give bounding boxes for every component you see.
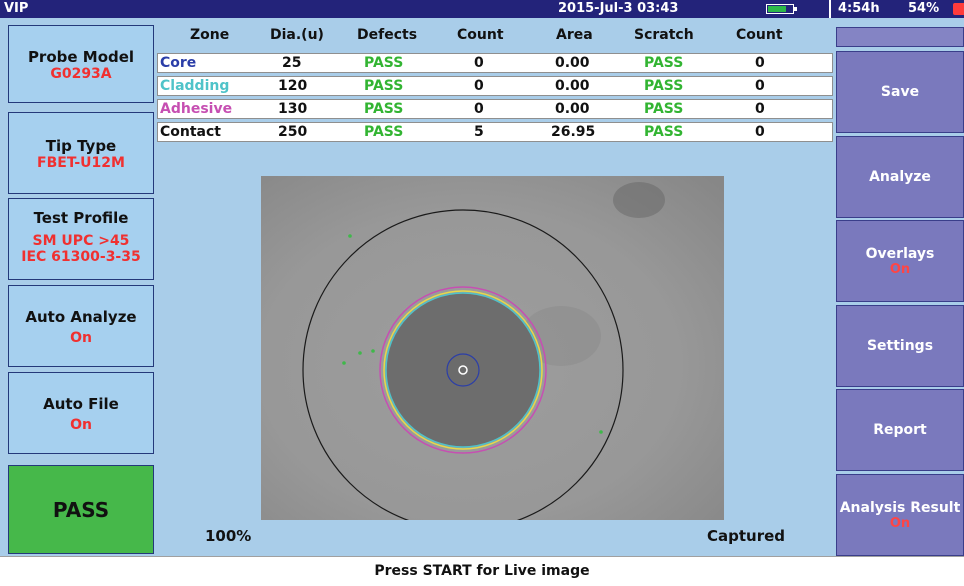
table-row: Contact 250 PASS 5 26.95 PASS 0: [157, 122, 833, 142]
defect-point: [371, 349, 375, 353]
cell-dia: 250: [278, 124, 308, 140]
probe-model-label: Probe Model: [27, 48, 135, 66]
probe-model-value: G0293A: [50, 66, 112, 82]
save-button[interactable]: Save: [836, 51, 964, 133]
defect-point: [599, 430, 603, 434]
tip-type-value: FBET-U12M: [37, 155, 125, 171]
cell-scratch: PASS: [644, 55, 684, 71]
analyze-button[interactable]: Analyze: [836, 136, 964, 218]
auto-file-button[interactable]: Auto File On: [8, 372, 154, 454]
auto-analyze-button[interactable]: Auto Analyze On: [8, 285, 154, 367]
title-bar: VIP 2015-Jul-3 03:43 4:54h 54%: [0, 0, 964, 18]
report-button[interactable]: Report: [836, 389, 964, 471]
test-profile-button[interactable]: Test Profile SM UPC >45 IEC 61300-3-35: [8, 198, 154, 280]
auto-analyze-label: Auto Analyze: [25, 308, 137, 326]
cell-count: 5: [474, 124, 484, 140]
cell-scratch-count: 0: [755, 101, 765, 117]
cell-dia: 120: [278, 78, 308, 94]
battery-icon: [766, 4, 794, 14]
table-row: Adhesive 130 PASS 0 0.00 PASS 0: [157, 99, 833, 119]
cell-dia: 130: [278, 101, 308, 117]
header-count: Count: [457, 27, 504, 43]
auto-file-label: Auto File: [43, 395, 119, 413]
cell-count: 0: [474, 101, 484, 117]
cladding-outline-ring: [383, 290, 543, 450]
battery-percent: 54%: [908, 1, 940, 16]
cell-scratch: PASS: [644, 101, 684, 117]
settings-label: Settings: [866, 338, 934, 354]
save-label: Save: [880, 84, 920, 100]
datetime: 2015-Jul-3 03:43: [558, 1, 679, 16]
header-dia: Dia.(u): [270, 27, 324, 43]
test-profile-label: Test Profile: [33, 209, 129, 227]
cell-area: 0.00: [555, 78, 590, 94]
adhesive-zone-ring: [379, 286, 547, 454]
zone-cladding: Cladding: [160, 78, 230, 94]
zone-contact: Contact: [160, 124, 221, 140]
cell-area: 26.95: [551, 124, 596, 140]
test-profile-value-2: IEC 61300-3-35: [21, 249, 141, 265]
zone-adhesive: Adhesive: [160, 101, 233, 117]
report-label: Report: [873, 422, 927, 438]
battery-tip-icon: [794, 7, 797, 11]
overlays-value: On: [889, 261, 911, 277]
header-area: Area: [556, 27, 593, 43]
cell-count: 0: [474, 78, 484, 94]
auto-file-value: On: [70, 417, 92, 433]
main-area: Probe Model G0293A Tip Type FBET-U12M Te…: [0, 18, 964, 556]
cell-scratch-count: 0: [755, 78, 765, 94]
cell-dia: 25: [282, 55, 302, 71]
cell-area: 0.00: [555, 101, 590, 117]
header-zone: Zone: [190, 27, 230, 43]
defect-point: [358, 351, 362, 355]
settings-button[interactable]: Settings: [836, 305, 964, 387]
cell-defects: PASS: [364, 124, 404, 140]
tip-type-label: Tip Type: [45, 137, 117, 155]
cell-scratch: PASS: [644, 124, 684, 140]
tip-type-button[interactable]: Tip Type FBET-U12M: [8, 112, 154, 194]
auto-analyze-value: On: [70, 330, 92, 346]
analysis-result-value: On: [889, 515, 911, 531]
probe-model-button[interactable]: Probe Model G0293A: [8, 25, 154, 103]
analysis-result-button[interactable]: Analysis Result On: [836, 474, 964, 556]
header-scratch: Scratch: [634, 27, 694, 43]
cell-count: 0: [474, 55, 484, 71]
core-zone-ring: [446, 353, 480, 387]
right-panel-top-bar: [836, 27, 964, 47]
zoom-level: 100%: [205, 527, 252, 545]
title-divider: [829, 0, 831, 18]
overlays-label: Overlays: [865, 245, 935, 262]
capture-state: Captured: [707, 527, 786, 545]
contact-zone-ring: [302, 209, 624, 520]
cell-area: 0.00: [555, 55, 590, 71]
defect-point: [348, 234, 352, 238]
overlays-button[interactable]: Overlays On: [836, 220, 964, 302]
header-defects: Defects: [357, 27, 418, 43]
fiber-endface-image[interactable]: [261, 176, 724, 520]
low-battery-icon: [953, 3, 964, 15]
test-profile-value-1: SM UPC >45: [32, 233, 130, 249]
cell-scratch-count: 0: [755, 124, 765, 140]
pass-result-indicator: PASS: [8, 465, 154, 554]
cell-defects: PASS: [364, 101, 404, 117]
cell-defects: PASS: [364, 55, 404, 71]
table-row: Core 25 PASS 0 0.00 PASS 0: [157, 53, 833, 73]
analyze-label: Analyze: [869, 169, 931, 185]
cell-defects: PASS: [364, 78, 404, 94]
header-scratch-count: Count: [736, 27, 783, 43]
defect-point: [342, 361, 346, 365]
cell-scratch: PASS: [644, 78, 684, 94]
analysis-result-label: Analysis Result: [839, 499, 961, 516]
smudge: [613, 182, 665, 218]
cell-scratch-count: 0: [755, 55, 765, 71]
app-name: VIP: [4, 1, 29, 16]
table-row: Cladding 120 PASS 0 0.00 PASS 0: [157, 76, 833, 96]
smudge: [521, 306, 601, 366]
core-center-marker: [458, 365, 468, 375]
battery-runtime: 4:54h: [838, 1, 880, 16]
zone-core: Core: [160, 55, 197, 71]
status-bar: Press START for Live image: [0, 556, 964, 586]
status-message: Press START for Live image: [374, 563, 590, 579]
